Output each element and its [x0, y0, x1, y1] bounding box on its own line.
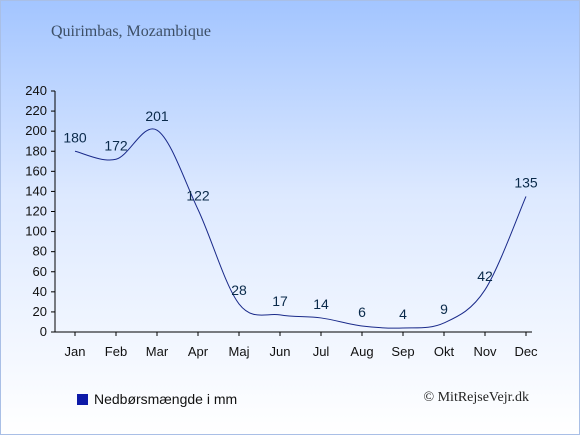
y-tick-label: 120	[25, 204, 47, 219]
x-tick-label: Mar	[146, 344, 169, 359]
data-label: 17	[272, 293, 288, 309]
x-tick-label: Sep	[391, 344, 414, 359]
y-tick-label: 160	[25, 163, 47, 178]
x-tick-label: Dec	[514, 344, 538, 359]
data-label: 122	[186, 187, 210, 203]
y-tick-label: 180	[25, 143, 47, 158]
x-tick-label: Feb	[105, 344, 127, 359]
y-tick-label: 60	[33, 264, 47, 279]
legend: Nedbørsmængde i mm	[77, 391, 237, 407]
data-label: 172	[104, 137, 128, 153]
x-tick-label: Nov	[473, 344, 497, 359]
data-label: 201	[145, 108, 169, 124]
data-label: 135	[514, 174, 538, 190]
y-tick-label: 220	[25, 103, 47, 118]
legend-swatch	[77, 394, 88, 405]
y-tick-label: 80	[33, 244, 47, 259]
x-tick-label: Aug	[350, 344, 373, 359]
data-label: 28	[231, 282, 247, 298]
x-tick-label: Okt	[434, 344, 455, 359]
credit: © MitRejseVejr.dk	[423, 390, 529, 405]
y-tick-label: 40	[33, 284, 47, 299]
data-label: 6	[358, 304, 366, 320]
y-tick-label: 140	[25, 183, 47, 198]
y-tick-label: 100	[25, 224, 47, 239]
x-tick-label: Jun	[270, 344, 291, 359]
chart-title: Quirimbas, Mozambique	[51, 23, 211, 40]
series-line	[74, 128, 527, 329]
y-tick-label: 20	[33, 304, 47, 319]
y-tick-label: 240	[25, 83, 47, 98]
data-label: 180	[63, 129, 87, 145]
x-tick-label: Maj	[229, 344, 250, 359]
x-tick-label: Apr	[188, 344, 209, 359]
data-label: 9	[440, 301, 448, 317]
data-label: 14	[313, 296, 329, 312]
data-label: 42	[477, 268, 493, 284]
legend-label: Nedbørsmængde i mm	[94, 391, 238, 407]
x-tick-label: Jul	[313, 344, 330, 359]
x-tick-label: Jan	[65, 344, 86, 359]
y-tick-label: 0	[40, 324, 47, 339]
y-tick-label: 200	[25, 123, 47, 138]
data-label: 4	[399, 306, 407, 322]
